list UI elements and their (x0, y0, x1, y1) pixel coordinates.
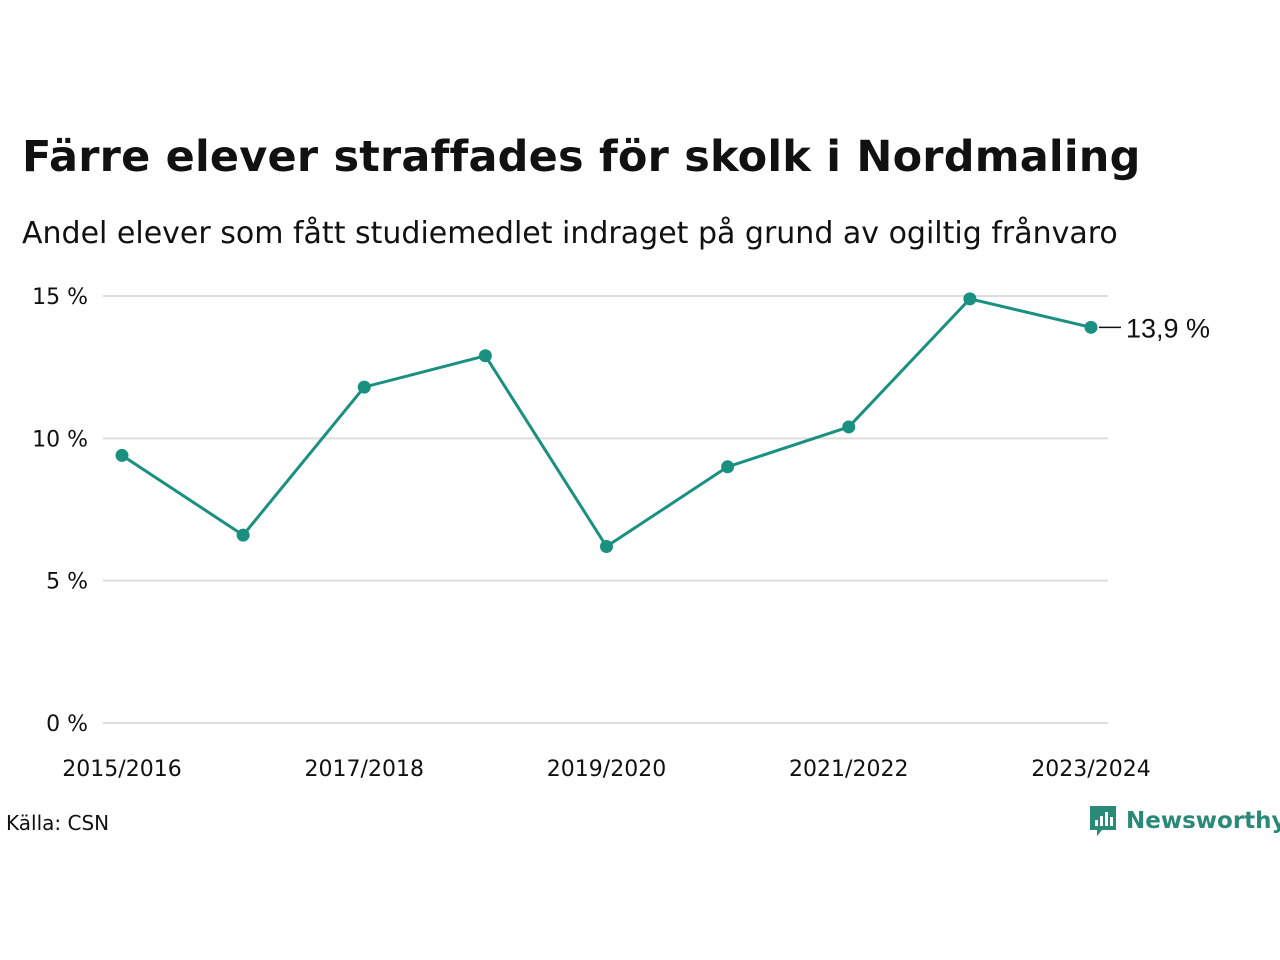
y-tick-label: 5 % (46, 570, 88, 595)
x-tick-label: 2023/2024 (1031, 757, 1150, 782)
data-point (963, 292, 977, 306)
series-trend (115, 292, 1098, 554)
x-tick-label: 2017/2018 (305, 757, 424, 782)
series-line (121, 297, 1092, 549)
y-axis-ticks: 0 % 5 % 10 % 15 % (32, 285, 88, 737)
data-point (115, 448, 129, 462)
source-note: Källa: CSN (6, 811, 110, 835)
x-axis-ticks: 2015/2016 2017/2018 2019/2020 2021/2022 2023… (62, 757, 1150, 782)
data-point (1084, 320, 1098, 334)
x-tick-label: 2021/2022 (789, 757, 908, 782)
y-tick-label: 0 % (46, 712, 88, 737)
data-point (357, 380, 371, 394)
y-tick-label: 10 % (32, 427, 88, 452)
end-value-label: 13,9 % (1126, 313, 1210, 343)
data-point (236, 528, 250, 542)
data-point (842, 420, 856, 434)
chart-subtitle: Andel elever som fått studiemedlet indra… (22, 216, 1118, 251)
brand-logo: Newsworthy (1088, 804, 1280, 838)
chart-title: Färre elever straffades för skolk i Nord… (22, 132, 1141, 182)
end-label-group: 13,9 % (1099, 313, 1210, 343)
data-point (721, 460, 735, 474)
brand-name: Newsworthy (1126, 808, 1280, 834)
grid-lines (103, 295, 1108, 724)
x-tick-label: 2015/2016 (62, 757, 181, 782)
x-tick-label: 2019/2020 (547, 757, 666, 782)
newsworthy-logo-icon (1090, 806, 1116, 836)
data-point (600, 540, 613, 554)
y-tick-label: 15 % (32, 285, 88, 310)
data-point (478, 349, 492, 363)
line-chart: 0 % 5 % 10 % 15 % 2015/2016 2017/2018 2019/20… (32, 285, 1210, 782)
